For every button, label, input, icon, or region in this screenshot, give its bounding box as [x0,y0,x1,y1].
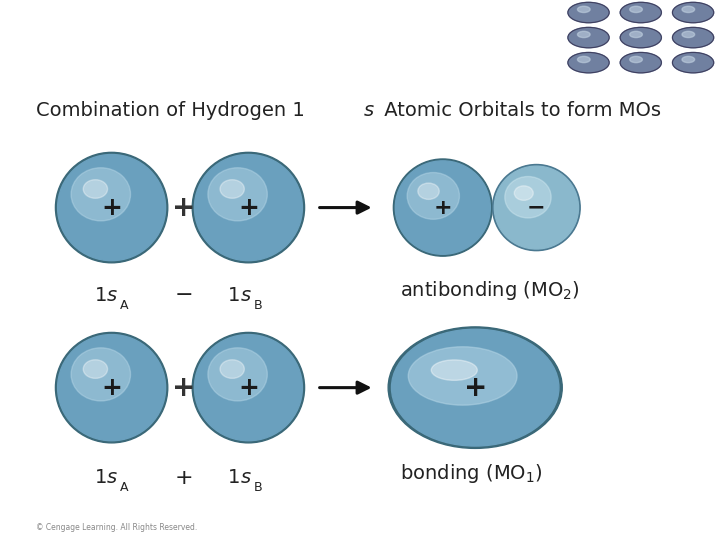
Ellipse shape [71,348,130,401]
Ellipse shape [84,360,107,379]
Ellipse shape [494,166,579,249]
Text: s: s [364,101,374,120]
Circle shape [577,31,590,38]
Text: B: B [253,481,262,494]
Circle shape [620,52,662,73]
Text: −: − [174,285,193,305]
Text: 1: 1 [228,468,240,487]
Text: +: + [102,376,122,400]
Ellipse shape [58,335,166,441]
Ellipse shape [492,165,580,251]
Text: Combination of Hydrogen 1: Combination of Hydrogen 1 [36,101,305,120]
Circle shape [630,6,642,12]
Circle shape [672,2,714,23]
Text: +: + [433,198,452,218]
Text: +: + [172,374,195,402]
Text: 1: 1 [228,286,240,305]
Text: s: s [107,286,117,305]
Text: A: A [120,481,129,494]
Text: The Molecular Orbital Model: The Molecular Orbital Model [17,48,270,65]
Ellipse shape [192,152,305,263]
Text: s: s [240,286,251,305]
Ellipse shape [192,333,305,443]
Text: +: + [238,195,258,220]
Circle shape [672,52,714,73]
Circle shape [568,2,609,23]
Text: antibonding (MO$_2$): antibonding (MO$_2$) [400,279,580,302]
Text: s: s [107,468,117,487]
Ellipse shape [431,360,477,380]
Ellipse shape [220,180,244,198]
Ellipse shape [208,348,267,401]
Text: +: + [464,374,487,402]
Circle shape [630,31,642,38]
Text: 1: 1 [94,468,107,487]
Text: +: + [174,468,193,488]
Ellipse shape [194,154,302,261]
Circle shape [568,52,609,73]
Circle shape [568,28,609,48]
Text: Atomic Orbitals to form MOs: Atomic Orbitals to form MOs [378,101,661,120]
Circle shape [620,28,662,48]
Ellipse shape [55,152,168,263]
Text: bonding (MO$_1$): bonding (MO$_1$) [400,462,542,484]
Ellipse shape [71,168,130,221]
Text: +: + [172,193,195,221]
Text: A: A [120,299,129,312]
Circle shape [577,6,590,12]
Ellipse shape [388,327,562,448]
Circle shape [577,56,590,63]
Circle shape [630,56,642,63]
Circle shape [672,28,714,48]
Ellipse shape [220,360,244,379]
Text: B: B [253,299,262,312]
Text: 1: 1 [94,286,107,305]
Ellipse shape [505,177,551,218]
Ellipse shape [393,159,492,256]
Circle shape [620,2,662,23]
Ellipse shape [208,168,267,221]
Circle shape [682,31,695,38]
Ellipse shape [514,186,534,200]
Circle shape [682,6,695,12]
Circle shape [682,56,695,63]
Ellipse shape [408,347,517,405]
Ellipse shape [392,329,559,446]
Ellipse shape [194,335,302,441]
Text: +: + [102,195,122,220]
Ellipse shape [395,161,490,254]
Text: s: s [240,468,251,487]
Ellipse shape [58,154,166,261]
Ellipse shape [84,180,107,198]
Text: Section 9.2: Section 9.2 [17,13,130,31]
Text: +: + [238,376,258,400]
Ellipse shape [55,333,168,443]
Ellipse shape [418,183,439,199]
Ellipse shape [408,173,459,219]
Text: © Cengage Learning. All Rights Reserved.: © Cengage Learning. All Rights Reserved. [36,523,197,532]
Text: −: − [527,198,546,218]
